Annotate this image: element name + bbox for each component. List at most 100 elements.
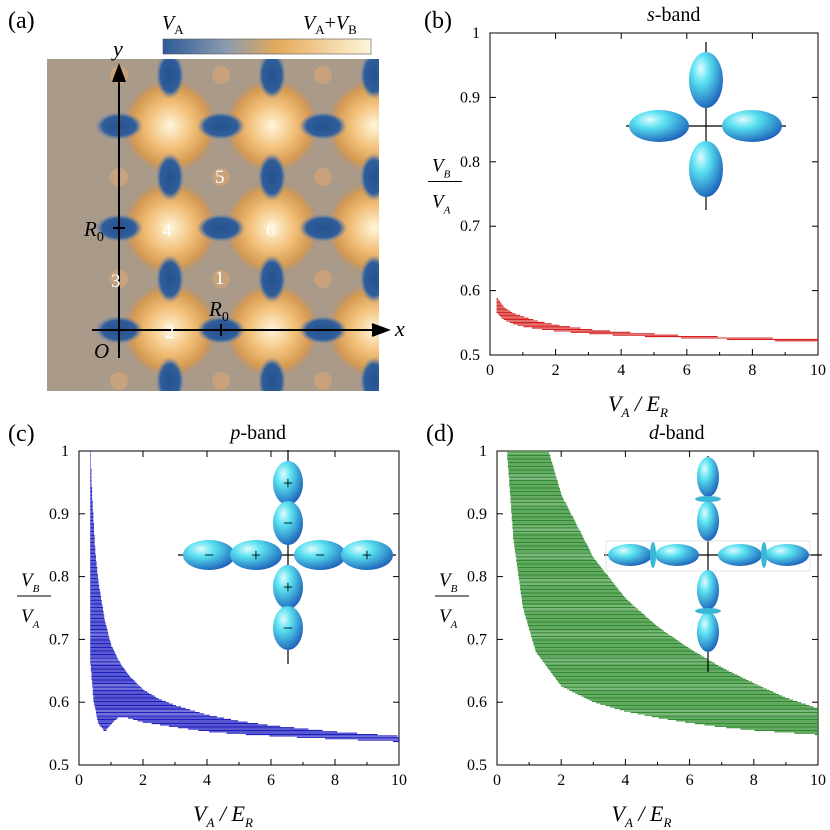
s-orbital-left — [629, 110, 689, 142]
x-tick-label: 4 — [203, 772, 211, 789]
p-orbital-lobe — [341, 540, 393, 570]
potential-well — [330, 82, 379, 170]
panel-title: d-band — [649, 422, 705, 444]
p-orbital-sign: + — [251, 545, 261, 565]
potential-corner — [110, 372, 128, 390]
y-axis-label-numerator: VB — [439, 570, 458, 595]
potential-corner — [416, 270, 434, 288]
origin-label: O — [94, 339, 109, 363]
x-tick-label: 10 — [810, 772, 826, 789]
potential-well — [228, 82, 316, 170]
site-labels: 1 2 3 4 5 6 — [111, 167, 276, 343]
axis-x-label: x — [394, 316, 405, 341]
potential-barrier — [299, 112, 347, 140]
p-orbital-sign: − — [204, 545, 214, 565]
d-orbital-lobe — [765, 544, 809, 566]
p-orbital-lobe — [183, 540, 235, 570]
panel-b: (b) 0 2 4 6 8 10 0.5 0.6 0.7 0.8 0.9 1 VB VA VA / ER s-b… — [424, 4, 826, 420]
y-axis-label-denominator: VA — [432, 191, 451, 216]
colorbar-min-label: VA — [162, 12, 184, 37]
colorbar — [162, 38, 372, 55]
x-tick-label: 8 — [750, 772, 758, 789]
site-label-3: 3 — [111, 271, 121, 292]
y-axis-label-numerator: VB — [21, 570, 40, 595]
potential-corner — [314, 270, 332, 288]
y-tick-label: 0.6 — [460, 283, 480, 300]
potential-well — [330, 184, 379, 272]
panel-c: (c) 0 2 4 6 8 10 0.5 0.6 0.7 0.8 0.9 1 VB VA VA / ER p-b… — [8, 421, 407, 830]
d-orbital-lobe — [655, 544, 699, 566]
panel-title: s-band — [647, 4, 700, 26]
potential-map — [47, 59, 449, 391]
potential-well — [126, 184, 214, 272]
x-tick-label: 2 — [552, 362, 560, 379]
y-tick-label: 0.5 — [467, 757, 487, 774]
p-orbital-lobe — [273, 565, 303, 609]
potential-barrier — [401, 214, 449, 242]
y-tick-label: 0.7 — [467, 631, 487, 648]
x-tick-label: 0 — [486, 362, 494, 379]
potential-barrier — [156, 59, 184, 99]
potential-barrier — [360, 357, 379, 391]
colorbar-max-label: VA+VB — [303, 12, 357, 37]
potential-barrier — [401, 316, 449, 344]
panel-d: (d) 0 2 4 6 8 10 0.5 0.6 0.7 0.8 0.9 1 VB VA VA / ER d-b… — [426, 421, 826, 830]
x-tick-label: 2 — [139, 772, 147, 789]
p-orbital-sign: − — [283, 618, 293, 638]
p-orbital-lobe — [273, 606, 303, 650]
site-label-4: 4 — [162, 220, 172, 241]
potential-well — [126, 82, 214, 170]
band-region — [507, 450, 818, 736]
y-axis-label-denominator: VA — [21, 606, 40, 631]
r0-y-label: R0 — [83, 217, 104, 245]
axis-y-label: y — [111, 36, 123, 61]
p-orbital-lobe — [273, 501, 303, 545]
potential-corner — [212, 372, 230, 390]
potential-corner — [314, 168, 332, 186]
y-tick-label: 1 — [479, 443, 487, 460]
x-tick-label: 6 — [267, 772, 275, 789]
panel-label: (c) — [8, 421, 35, 447]
p-orbital-lobe — [273, 461, 303, 505]
p-orbital-lobe — [230, 540, 282, 570]
x-tick-label: 8 — [748, 362, 756, 379]
s-orbital-bottom — [689, 141, 723, 197]
x-tick-label: 10 — [391, 772, 407, 789]
p-orbital-sign: + — [362, 545, 372, 565]
s-orbital-top — [689, 52, 723, 108]
potential-barrier — [360, 255, 379, 303]
x-tick-label: 2 — [557, 772, 565, 789]
x-axis-label: VA / ER — [608, 391, 668, 420]
d-orbital-ring — [761, 542, 767, 568]
potential-barrier — [197, 112, 245, 140]
y-tick-label: 0.9 — [49, 506, 69, 523]
p-orbital-sign: − — [315, 545, 325, 565]
y-tick-label: 0.6 — [467, 694, 487, 711]
potential-barrier — [197, 214, 245, 242]
y-tick-label: 0.5 — [49, 757, 69, 774]
site-label-6: 6 — [266, 220, 276, 241]
y-tick-label: 0.8 — [467, 569, 487, 586]
plot-frame — [78, 450, 400, 766]
potential-barrier — [401, 112, 449, 140]
x-tick-label: 0 — [75, 772, 83, 789]
x-tick-label: 8 — [331, 772, 339, 789]
x-tick-label: 6 — [686, 772, 694, 789]
x-tick-label: 6 — [683, 362, 691, 379]
panel-a: (a) VA VA+VB y x O R0 R0 1 2 3 4 5 — [8, 8, 449, 391]
potential-barrier — [360, 59, 379, 99]
p-orbital-lobe — [294, 540, 346, 570]
potential-corner — [416, 66, 434, 84]
y-axis-label-numerator: VB — [432, 155, 451, 180]
y-tick-label: 0.8 — [460, 154, 480, 171]
y-tick-label: 0.8 — [49, 569, 69, 586]
potential-corner — [416, 372, 434, 390]
site-label-5: 5 — [215, 167, 225, 188]
d-orbital-lobe — [697, 501, 719, 541]
r0-x-label: R0 — [208, 297, 229, 325]
x-tick-label: 4 — [621, 772, 629, 789]
d-orbital-lobe — [718, 544, 762, 566]
y-tick-label: 0.9 — [460, 89, 480, 106]
panel-title: p-band — [228, 422, 286, 444]
